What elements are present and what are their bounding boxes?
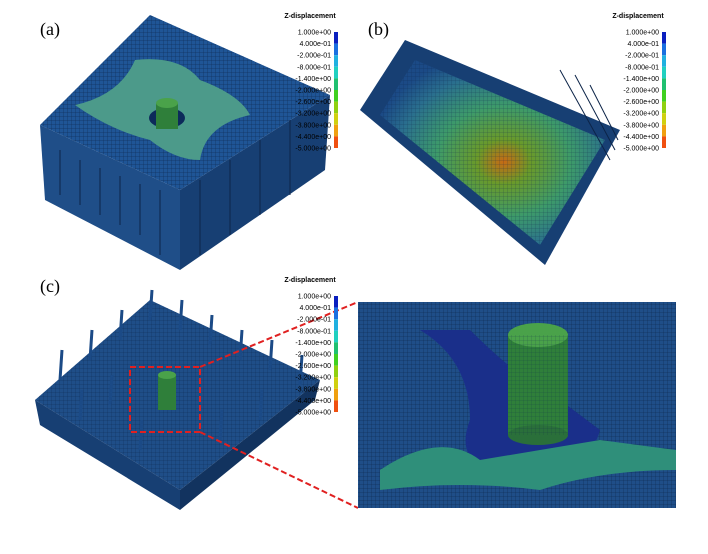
legend-color-band	[662, 66, 666, 79]
legend-color-band	[334, 400, 338, 412]
legend-color-band	[334, 55, 338, 67]
legend-color-band	[334, 113, 338, 125]
legend-tick-label: -2.600e+00	[623, 99, 659, 106]
legend-title: Z-displacement	[284, 277, 336, 284]
legend-tick-label: 4.000e-01	[299, 41, 331, 48]
legend-color-band	[334, 66, 338, 79]
legend-color-band	[334, 296, 338, 308]
legend-tick-label: -2.600e+00	[295, 99, 331, 106]
legend-tick-label: -2.000e-01	[297, 317, 331, 324]
panel-label: (a)	[40, 19, 60, 40]
legend-color-band	[334, 365, 338, 378]
legend-color-band	[662, 32, 666, 44]
legend-title: Z-displacement	[612, 13, 664, 20]
legend-color-band	[334, 43, 338, 56]
legend-tick-label: -8.000e-01	[625, 64, 659, 71]
legend-color-band	[334, 354, 338, 366]
legend-color-band	[662, 43, 666, 56]
legend-color-band	[334, 32, 338, 44]
legend-tick-label: 4.000e-01	[627, 41, 659, 48]
legend-tick-label: -3.800e+00	[295, 122, 331, 129]
legend-color-band	[334, 136, 338, 148]
legend-color-band	[662, 113, 666, 125]
legend-tick-label: 4.000e-01	[299, 305, 331, 312]
legend-color-band	[334, 90, 338, 102]
legend-tick-label: -3.200e+00	[623, 111, 659, 118]
legend-color-band	[334, 307, 338, 320]
legend-color-band	[334, 342, 338, 354]
panel-a-image	[40, 15, 330, 270]
legend-tick-label: -3.200e+00	[295, 375, 331, 382]
legend-tick-label: -3.200e+00	[295, 111, 331, 118]
legend-tick-label: -4.400e+00	[295, 134, 331, 141]
legend-tick-label: -2.000e+00	[295, 88, 331, 95]
legend-color-band	[662, 90, 666, 102]
legend-color-band	[662, 124, 666, 137]
legend-tick-label: -4.400e+00	[295, 398, 331, 405]
legend-tick-label: -8.000e-01	[297, 64, 331, 71]
legend-tick-label: -2.000e-01	[297, 53, 331, 60]
legend-tick-label: -1.400e+00	[295, 76, 331, 83]
legend-tick-label: -4.400e+00	[623, 134, 659, 141]
legend-tick-label: 1.000e+00	[298, 30, 331, 37]
legend-color-band	[662, 101, 666, 114]
legend-color-band	[334, 78, 338, 90]
legend-tick-label: -2.000e+00	[623, 88, 659, 95]
legend-tick-label: -5.000e+00	[623, 146, 659, 153]
legend-tick-label: -5.000e+00	[295, 146, 331, 153]
legend-tick-label: -5.000e+00	[295, 410, 331, 417]
legend-color-band	[334, 319, 338, 331]
legend-color-band	[662, 78, 666, 90]
panel-label: (b)	[368, 19, 389, 40]
legend-color-band	[334, 377, 338, 389]
legend-tick-label: -2.600e+00	[295, 363, 331, 370]
legend-tick-label: 1.000e+00	[626, 30, 659, 37]
legend-color-band	[662, 136, 666, 148]
legend-tick-label: -3.800e+00	[295, 386, 331, 393]
legend-tick-label: -3.800e+00	[623, 122, 659, 129]
legend-color-band	[334, 388, 338, 401]
legend-color-band	[662, 55, 666, 67]
legend-tick-label: -1.400e+00	[295, 340, 331, 347]
legend-tick-label: -2.000e-01	[625, 53, 659, 60]
legend-tick-label: -2.000e+00	[295, 352, 331, 359]
legend-tick-label: -1.400e+00	[623, 76, 659, 83]
legend-tick-label: -8.000e-01	[297, 328, 331, 335]
panel-label: (c)	[40, 276, 60, 297]
legend-tick-label: 1.000e+00	[298, 294, 331, 301]
panel-b-image	[360, 40, 620, 265]
legend-color-band	[334, 124, 338, 137]
zoom-image	[358, 302, 676, 508]
panel-c-image	[35, 289, 359, 510]
legend-color-band	[334, 330, 338, 343]
legend-title: Z-displacement	[284, 13, 336, 20]
legend-color-band	[334, 101, 338, 114]
